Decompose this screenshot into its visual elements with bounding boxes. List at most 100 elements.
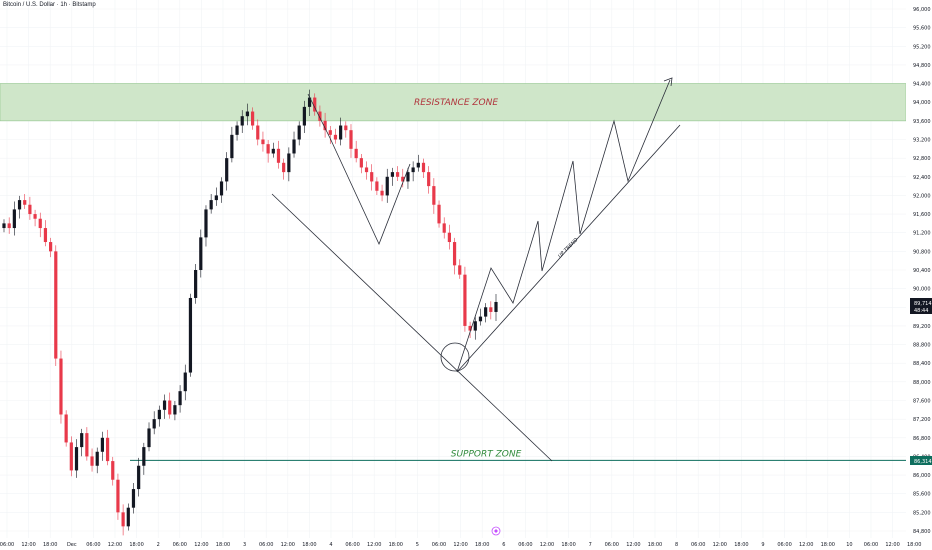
time-tick-label: 06:00 <box>173 542 187 548</box>
candle <box>313 93 317 116</box>
price-tick-label: 86,000 <box>913 473 931 479</box>
bottom-circle-marker[interactable] <box>440 342 470 372</box>
price-tick-label: 88,400 <box>913 361 931 367</box>
candle <box>250 107 255 130</box>
analysis-drawings[interactable]: UP TREND <box>271 77 681 462</box>
time-axis[interactable]: 06:00 12:00 18:00 Dec 06:00 12:00 18:00 2 06:00 1… <box>0 538 932 550</box>
candle-body <box>437 204 441 224</box>
candle-body <box>318 111 322 121</box>
candle <box>214 187 218 206</box>
candle-body <box>333 134 338 140</box>
candle-body <box>12 209 16 229</box>
candle-body <box>178 391 182 406</box>
price-tick-label: 92,000 <box>913 193 931 199</box>
candle-body <box>375 181 379 191</box>
projection-zigzag-future[interactable] <box>456 79 671 373</box>
candle-body <box>137 465 141 490</box>
time-tick-label: 12:00 <box>453 542 467 548</box>
candle <box>411 161 415 182</box>
candle-body <box>250 111 255 126</box>
candle <box>287 147 291 182</box>
candle <box>271 142 275 158</box>
candle-body <box>147 428 151 448</box>
candle <box>489 301 493 320</box>
support-price-value: 86,314 <box>914 459 932 465</box>
candle <box>59 350 63 424</box>
time-tick-label: 2 <box>157 542 160 548</box>
price-tick-label: 94,000 <box>913 100 931 106</box>
time-tick-label: 06:00 <box>605 542 619 548</box>
candle <box>209 194 213 214</box>
candle <box>458 259 462 279</box>
candle-body <box>364 167 369 173</box>
candle-body <box>54 251 58 359</box>
time-tick-label: 18:00 <box>648 542 662 548</box>
time-tick-label: 06:00 <box>259 542 273 548</box>
candle-body <box>484 307 488 317</box>
candle <box>225 152 229 191</box>
candle-body <box>245 111 250 117</box>
candle <box>256 119 260 146</box>
resistance-zone[interactable] <box>0 83 907 122</box>
candle <box>23 194 27 209</box>
candle <box>380 184 384 202</box>
candle-body <box>219 181 224 196</box>
candle <box>162 394 167 419</box>
candle <box>349 124 353 158</box>
candle <box>183 364 187 401</box>
candle-body <box>458 265 462 275</box>
candle <box>245 103 250 126</box>
candle-body <box>489 307 493 312</box>
time-tick-label: 18:00 <box>734 542 748 548</box>
candle-body <box>452 242 457 266</box>
candle-body <box>349 130 353 149</box>
price-axis[interactable]: 96,000 95,600 95,200 94,800 94,400 94,000 93,6… <box>906 0 932 550</box>
candle-body <box>473 321 477 331</box>
projection-zigzag-past[interactable] <box>307 93 411 246</box>
candle <box>385 168 389 203</box>
candle <box>90 448 94 472</box>
price-tick-label: 87,200 <box>913 417 931 423</box>
candle <box>12 201 16 236</box>
candle-body <box>183 372 187 392</box>
candle-body <box>95 451 99 466</box>
candle <box>276 140 281 169</box>
price-tick-label: 92,800 <box>913 156 931 162</box>
descending-trendline[interactable] <box>271 193 553 462</box>
candle <box>126 503 130 531</box>
candle <box>17 195 22 219</box>
time-tick-label: 12:00 <box>367 542 381 548</box>
candle-body <box>173 405 177 415</box>
candle <box>266 139 270 163</box>
candle <box>478 308 483 326</box>
candle-body <box>468 325 472 331</box>
candle-body <box>354 148 358 159</box>
price-tick-label: 87,600 <box>913 399 931 405</box>
candle <box>375 177 379 195</box>
candle <box>69 436 73 477</box>
candle <box>359 153 363 174</box>
time-tick-label: 10 <box>846 542 852 548</box>
time-tick-label: 18:00 <box>907 542 921 548</box>
time-tick-label: 5 <box>416 542 419 548</box>
candle <box>219 177 224 203</box>
candle <box>396 166 400 181</box>
candle-body <box>80 433 84 448</box>
candle-body <box>396 172 400 177</box>
candle <box>199 229 203 278</box>
candle-body <box>235 125 239 135</box>
candle-body <box>17 200 22 210</box>
candle-body <box>339 125 343 140</box>
candle-body <box>380 190 384 196</box>
time-tick-label: 18:00 <box>129 542 143 548</box>
time-tick-label: 18:00 <box>216 542 230 548</box>
candle <box>85 427 89 461</box>
price-tick-label: 95,600 <box>913 26 931 32</box>
candle-body <box>64 414 68 443</box>
uptrend-line[interactable] <box>456 124 681 373</box>
candle-body <box>199 237 203 270</box>
candle <box>131 482 136 514</box>
candle <box>452 237 457 275</box>
candle-body <box>69 442 73 471</box>
